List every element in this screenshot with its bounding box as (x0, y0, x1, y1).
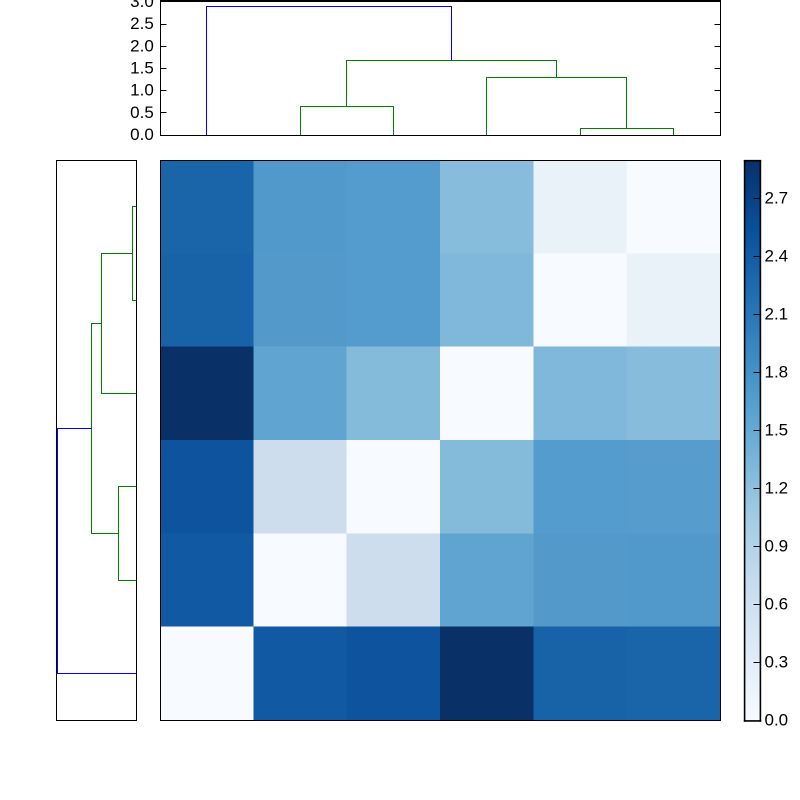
svg-text:1.8: 1.8 (765, 363, 789, 382)
svg-text:2.7: 2.7 (765, 189, 789, 208)
svg-text:0.5: 0.5 (130, 103, 154, 122)
svg-text:0.6: 0.6 (765, 595, 789, 614)
svg-text:0.9: 0.9 (765, 537, 789, 556)
svg-text:1.5: 1.5 (130, 59, 154, 78)
svg-text:0.0: 0.0 (765, 711, 789, 730)
svg-text:1.5: 1.5 (765, 421, 789, 440)
svg-text:1.0: 1.0 (130, 81, 154, 100)
svg-text:2.1: 2.1 (765, 305, 789, 324)
svg-text:2.4: 2.4 (765, 247, 789, 266)
svg-text:2.0: 2.0 (130, 36, 154, 55)
svg-text:1.2: 1.2 (765, 479, 789, 498)
svg-text:2.5: 2.5 (130, 14, 154, 33)
svg-text:0.3: 0.3 (765, 653, 789, 672)
svg-text:3.0: 3.0 (130, 0, 154, 11)
svg-text:0.0: 0.0 (130, 125, 154, 144)
